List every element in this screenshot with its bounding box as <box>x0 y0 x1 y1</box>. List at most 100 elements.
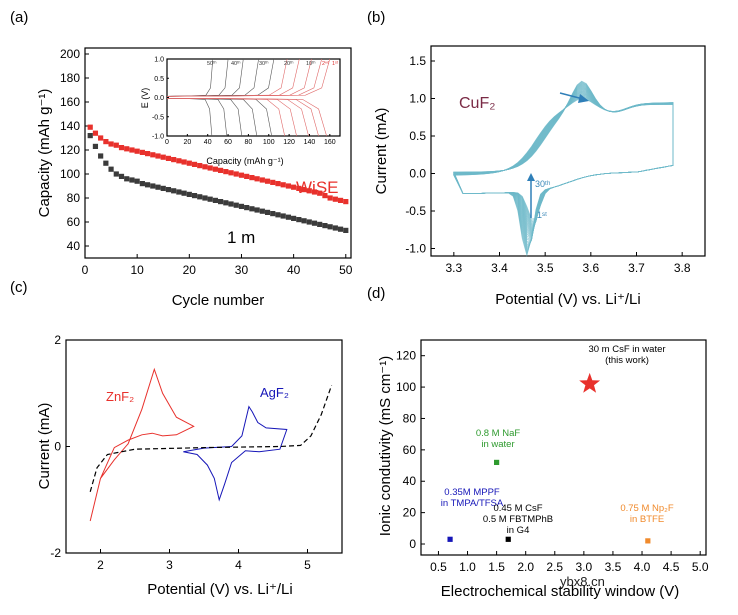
point-1m <box>327 224 333 230</box>
inset-charge-curve <box>166 58 331 97</box>
point-label: 0.75 M Np₂F <box>620 503 674 514</box>
inset-xtick-label: 0 <box>165 139 169 146</box>
cv-curve-cycle <box>453 90 674 237</box>
chart-b-ytick-label: -0.5 <box>405 204 426 218</box>
point-wise <box>87 124 93 130</box>
inset-xtick-label: 100 <box>263 139 275 146</box>
point-1m <box>306 219 312 225</box>
point-1m <box>311 220 318 226</box>
chart-b-annot-30th: 30ᵗʰ <box>535 179 551 189</box>
cv-curve-cycle <box>453 93 674 232</box>
chart-d-frame <box>420 339 707 556</box>
cv-curve-cycle <box>453 91 674 236</box>
chart-d-xtick-label: 1.0 <box>459 560 476 574</box>
chart-d-xtick-label: 0.5 <box>430 560 447 574</box>
point-wise <box>285 183 292 189</box>
point-wise <box>233 171 239 177</box>
point-wise <box>197 163 203 169</box>
inset-cycle-label: 1ˢᵗ <box>332 60 339 67</box>
chart-d-ytick-label: 100 <box>396 380 416 394</box>
point-wise <box>124 146 130 152</box>
point-label: in water <box>481 439 514 450</box>
point-wise <box>337 197 344 203</box>
point-wise <box>202 164 208 170</box>
chart-c-ylabel: Current (mA) <box>36 403 53 490</box>
watermark: ybx8.cn <box>560 574 605 589</box>
point-1m <box>270 211 276 217</box>
point-square <box>505 536 511 542</box>
point-label: 0.8 M NaF <box>476 428 521 439</box>
point-1m <box>139 181 145 187</box>
chart-b-xtick-label: 3.4 <box>491 261 508 275</box>
inset-ytick-label: -1.0 <box>152 134 164 141</box>
chart-d-ytick-label: 40 <box>403 474 417 488</box>
point-wise <box>212 166 218 172</box>
chart-a-xlabel: Cycle number <box>172 292 265 309</box>
point-wise <box>317 190 323 196</box>
point-wise <box>264 178 271 184</box>
chart-d-ytick-label: 60 <box>403 443 417 457</box>
chart-a-xtick-label: 10 <box>130 263 144 277</box>
point-1m <box>212 197 218 203</box>
chart-a-frame <box>84 47 352 259</box>
inset-ytick-label: 0.0 <box>154 95 164 102</box>
inset-discharge-curve <box>166 98 258 137</box>
point-1m <box>275 212 281 218</box>
chart-d-xtick-label: 2.0 <box>517 560 534 574</box>
chart-c-xtick-label: 5 <box>304 558 311 572</box>
chart-a-ylabel: Capacity (mAh g⁻¹) <box>36 89 53 218</box>
chart-b-annot-1st: 1ˢᵗ <box>537 210 547 220</box>
inset-ytick-label: -0.5 <box>152 114 164 121</box>
point-1m <box>296 217 302 223</box>
chart-d-xtick-label: 4.0 <box>634 560 651 574</box>
point-1m <box>337 226 344 232</box>
point-wise <box>280 182 286 188</box>
panel-label-a: (a) <box>10 9 28 26</box>
chart-d-xtick-label: 2.5 <box>546 560 563 574</box>
point-wise <box>327 195 333 201</box>
chart-d: 0.5 1.0 1.5 2.0 2.5 3.0 3.5 4.0 4.5 5.0 0 20 40 60 80 1… <box>377 339 709 600</box>
point-wise <box>150 152 156 158</box>
point-wise <box>118 145 125 151</box>
arrow-30th-head <box>527 173 535 181</box>
chart-c-label-znf2: ZnF₂ <box>106 389 134 404</box>
cv-curve-cycle <box>453 91 674 235</box>
point-wise <box>275 181 281 187</box>
inset-xlabel: Capacity (mAh g⁻¹) <box>206 156 283 166</box>
point-1m <box>238 203 245 209</box>
chart-a-xtick-label: 30 <box>235 263 249 277</box>
point-1m <box>108 166 114 172</box>
chart-a-ytick-label: 200 <box>60 47 80 61</box>
point-1m <box>150 183 156 189</box>
chart-d-xtick-label: 5.0 <box>692 560 709 574</box>
point-1m <box>197 194 203 200</box>
chart-b-title: CuF₂ <box>459 95 495 112</box>
inset-discharge-curve <box>166 98 327 137</box>
chart-a-xtick-label: 0 <box>82 263 89 277</box>
inset-xtick-label: 160 <box>324 139 336 146</box>
point-label: 0.35M MPPF <box>444 487 500 498</box>
point-1m <box>160 185 166 191</box>
inset-discharge-curve <box>166 98 228 137</box>
point-wise <box>103 139 109 145</box>
point-wise <box>113 142 119 148</box>
inset-xtick-label: 140 <box>304 139 316 146</box>
chart-a-ytick-label: 40 <box>67 239 81 253</box>
inset-ytick-label: 0.5 <box>154 76 164 83</box>
point-1m <box>103 160 109 166</box>
inset-discharge-curve <box>166 98 297 137</box>
point-wise <box>254 176 260 182</box>
point-wise <box>306 188 312 194</box>
point-wise <box>144 151 151 157</box>
inset-charge-curve <box>166 58 214 97</box>
chart-b-frame <box>430 45 706 257</box>
chart-d-ytick-label: 80 <box>403 411 417 425</box>
chart-b-xtick-label: 3.7 <box>628 261 645 275</box>
point-1m <box>280 213 286 219</box>
point-label: in TMPA/TFSA <box>441 498 504 509</box>
chart-b-xtick-label: 3.3 <box>445 261 462 275</box>
point-1m <box>291 215 297 221</box>
chart-b-xtick-label: 3.6 <box>582 261 599 275</box>
chart-c-label-agf2: AgF₂ <box>260 385 289 400</box>
